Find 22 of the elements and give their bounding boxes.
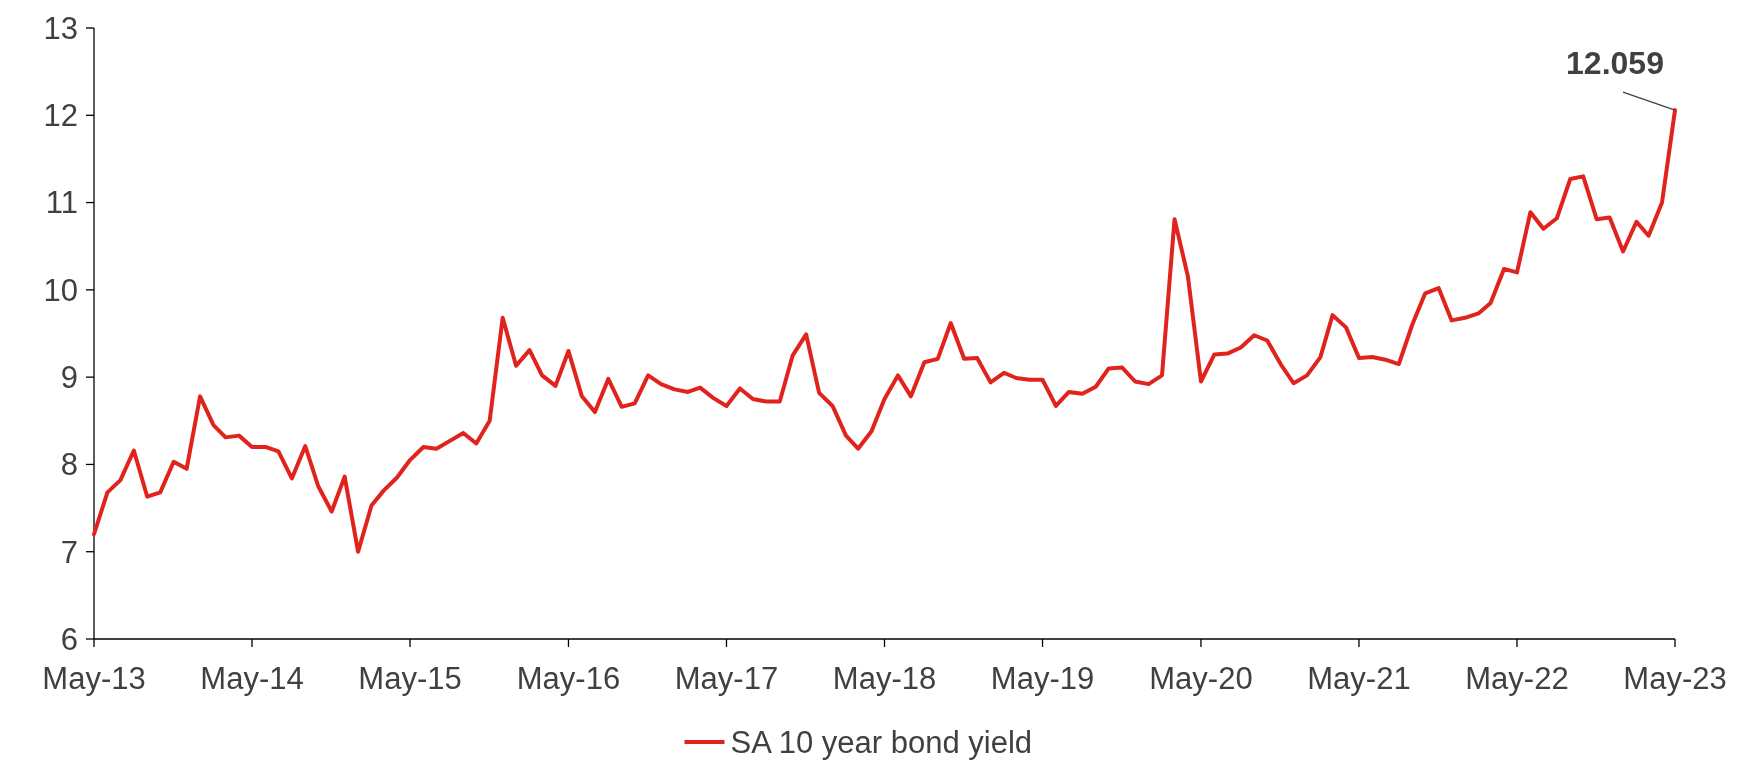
x-tick-label: May-22 <box>1465 661 1569 696</box>
x-tick-label: May-20 <box>1149 661 1253 696</box>
y-tick-label: 13 <box>43 10 78 46</box>
x-tick-label: May-18 <box>832 661 937 696</box>
line-series <box>92 108 1677 554</box>
legend-label: SA 10 year bond yield <box>730 724 1033 760</box>
y-tick-label: 6 <box>60 621 78 657</box>
y-tick-label: 7 <box>60 534 78 570</box>
y-tick-label: 8 <box>60 447 78 483</box>
x-tick-label: May-14 <box>200 661 304 696</box>
y-tick-label: 11 <box>45 185 78 221</box>
annotation: 12.059 <box>1566 45 1664 82</box>
x-tick-label: May-16 <box>516 661 621 696</box>
y-tick-label: 12 <box>43 98 78 134</box>
y-tick-label: 9 <box>60 359 78 395</box>
x-tick-label: May-19 <box>990 661 1095 696</box>
y-tick-label: 10 <box>43 272 78 308</box>
x-tick-label: May-23 <box>1623 661 1727 696</box>
x-tick-label: May-17 <box>674 661 779 696</box>
x-tick-label: May-21 <box>1307 661 1411 696</box>
x-tick-label: May-13 <box>42 661 146 696</box>
x-tick-label: May-15 <box>358 661 462 696</box>
